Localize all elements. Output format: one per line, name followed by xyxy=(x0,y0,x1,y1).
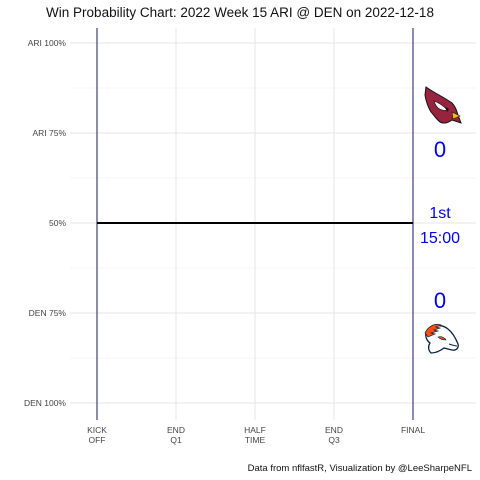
y-tick-label: 50% xyxy=(49,218,66,228)
y-tick-label: ARI 75% xyxy=(32,128,66,138)
quarter-label: 1st xyxy=(429,205,451,222)
x-tick-label: END Q3 xyxy=(325,425,343,445)
home-score: 0 xyxy=(434,288,446,313)
game-clock: 15:00 xyxy=(420,230,460,247)
chart-caption: Data from nflfastR, Visualization by @Le… xyxy=(247,463,472,474)
x-tick-label: END Q1 xyxy=(167,425,185,445)
axis-labels: ARI 100% ARI 75% 50% DEN 75% DEN 100% KICK OFF… xyxy=(24,38,425,445)
y-tick-label: ARI 100% xyxy=(28,38,67,48)
x-tick-label: KICK OFF xyxy=(87,425,107,445)
cardinals-logo-icon xyxy=(424,86,462,124)
x-tick-label: FINAL xyxy=(401,425,425,435)
y-tick-label: DEN 100% xyxy=(24,398,66,408)
y-tick-label: DEN 75% xyxy=(29,308,67,318)
away-score: 0 xyxy=(434,137,446,162)
chart-title: Win Probability Chart: 2022 Week 15 ARI … xyxy=(46,5,434,20)
x-tick-label: HALF TIME xyxy=(244,425,266,445)
broncos-logo-icon xyxy=(424,323,459,354)
